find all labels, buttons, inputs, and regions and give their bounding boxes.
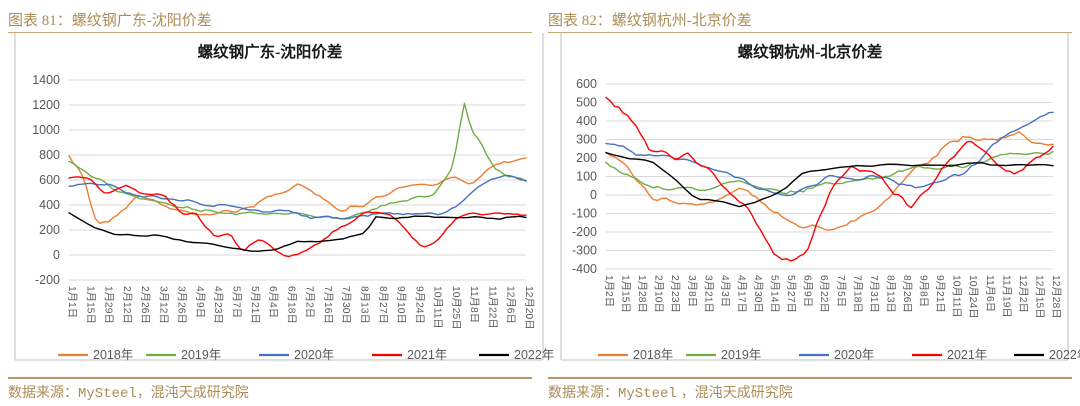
svg-text:10月25日: 10月25日 [450, 286, 462, 330]
svg-text:2021年: 2021年 [407, 348, 447, 362]
svg-text:8月27日: 8月27日 [377, 286, 389, 324]
svg-text:3月21日: 3月21日 [702, 275, 714, 313]
svg-text:2021年: 2021年 [947, 348, 987, 362]
svg-text:2月23日: 2月23日 [669, 275, 681, 313]
svg-text:3月8日: 3月8日 [686, 275, 698, 307]
svg-text:11月22日: 11月22日 [486, 286, 498, 329]
svg-text:9月8日: 9月8日 [918, 275, 930, 307]
svg-text:3月12日: 3月12日 [157, 286, 169, 324]
svg-text:1月28日: 1月28日 [636, 275, 648, 313]
svg-text:-300: -300 [572, 244, 597, 258]
svg-text:6月4日: 6月4日 [267, 286, 279, 318]
svg-text:400: 400 [576, 114, 597, 128]
svg-text:5月7日: 5月7日 [231, 286, 243, 318]
svg-text:400: 400 [39, 198, 60, 212]
svg-text:12月2日: 12月2日 [1017, 275, 1029, 313]
svg-text:300: 300 [576, 133, 597, 147]
svg-text:4月3日: 4月3日 [719, 275, 731, 307]
svg-text:200: 200 [39, 223, 60, 237]
svg-text:1400: 1400 [32, 73, 60, 87]
svg-text:4月30日: 4月30日 [752, 275, 764, 313]
svg-text:10月24日: 10月24日 [967, 275, 979, 319]
svg-text:1月15日: 1月15日 [620, 275, 632, 313]
svg-text:-400: -400 [572, 262, 597, 276]
svg-text:1200: 1200 [32, 98, 60, 112]
svg-text:0: 0 [590, 188, 597, 202]
svg-text:800: 800 [39, 148, 60, 162]
svg-text:1月2日: 1月2日 [603, 275, 615, 307]
svg-text:2019年: 2019年 [721, 348, 761, 362]
svg-text:8月13日: 8月13日 [884, 275, 896, 313]
svg-text:2月26日: 2月26日 [139, 286, 151, 324]
svg-text:600: 600 [39, 173, 60, 187]
svg-text:7月30日: 7月30日 [340, 286, 352, 324]
svg-text:4月9日: 4月9日 [194, 286, 206, 318]
svg-text:2018年: 2018年 [633, 348, 673, 362]
svg-text:11月6日: 11月6日 [984, 275, 996, 312]
svg-text:5月27日: 5月27日 [785, 275, 797, 313]
svg-text:200: 200 [576, 151, 597, 165]
svg-text:2月12日: 2月12日 [121, 286, 133, 324]
svg-text:2020年: 2020年 [834, 348, 874, 362]
svg-text:12月6日: 12月6日 [505, 286, 517, 324]
svg-text:10月11日: 10月11日 [432, 286, 444, 329]
svg-text:2020年: 2020年 [294, 348, 334, 362]
svg-text:8月13日: 8月13日 [358, 286, 370, 324]
svg-text:2018年: 2018年 [93, 348, 133, 362]
svg-text:1月15日: 1月15日 [84, 286, 96, 324]
svg-text:9月21日: 9月21日 [934, 275, 946, 313]
svg-text:100: 100 [576, 170, 597, 184]
svg-text:4月23日: 4月23日 [212, 286, 224, 324]
svg-text:7月5日: 7月5日 [835, 275, 847, 307]
svg-text:9月10日: 9月10日 [395, 286, 407, 324]
svg-text:7月2日: 7月2日 [304, 286, 316, 318]
svg-text:5月21日: 5月21日 [249, 286, 261, 324]
svg-text:7月16日: 7月16日 [322, 286, 334, 324]
svg-text:11月19日: 11月19日 [1000, 275, 1012, 318]
svg-text:6月9日: 6月9日 [802, 275, 814, 307]
svg-text:-200: -200 [572, 225, 597, 239]
svg-text:1000: 1000 [32, 123, 60, 137]
svg-text:7月31日: 7月31日 [868, 275, 880, 313]
svg-text:12月20日: 12月20日 [523, 286, 535, 330]
svg-text:2019年: 2019年 [181, 348, 221, 362]
svg-text:7月18日: 7月18日 [851, 275, 863, 313]
svg-text:10月11日: 10月11日 [951, 275, 963, 318]
svg-text:1月29日: 1月29日 [103, 286, 115, 324]
svg-text:12月15日: 12月15日 [1033, 275, 1045, 319]
svg-text:-200: -200 [35, 273, 60, 287]
svg-text:2022年: 2022年 [514, 348, 554, 362]
svg-text:9月24日: 9月24日 [413, 286, 425, 324]
svg-text:500: 500 [576, 96, 597, 110]
svg-text:-100: -100 [572, 207, 597, 221]
svg-text:6月18日: 6月18日 [285, 286, 297, 324]
svg-text:0: 0 [53, 248, 60, 262]
svg-text:12月28日: 12月28日 [1050, 275, 1062, 319]
svg-text:8月26日: 8月26日 [901, 275, 913, 313]
svg-text:3月26日: 3月26日 [176, 286, 188, 324]
svg-text:6月22日: 6月22日 [818, 275, 830, 313]
svg-text:2月10日: 2月10日 [653, 275, 665, 313]
svg-text:5月14日: 5月14日 [769, 275, 781, 313]
svg-text:600: 600 [576, 77, 597, 91]
svg-text:4月17日: 4月17日 [735, 275, 747, 313]
svg-text:2022年: 2022年 [1049, 348, 1080, 362]
svg-text:1月1日: 1月1日 [66, 286, 78, 318]
svg-text:11月8日: 11月8日 [468, 286, 480, 323]
